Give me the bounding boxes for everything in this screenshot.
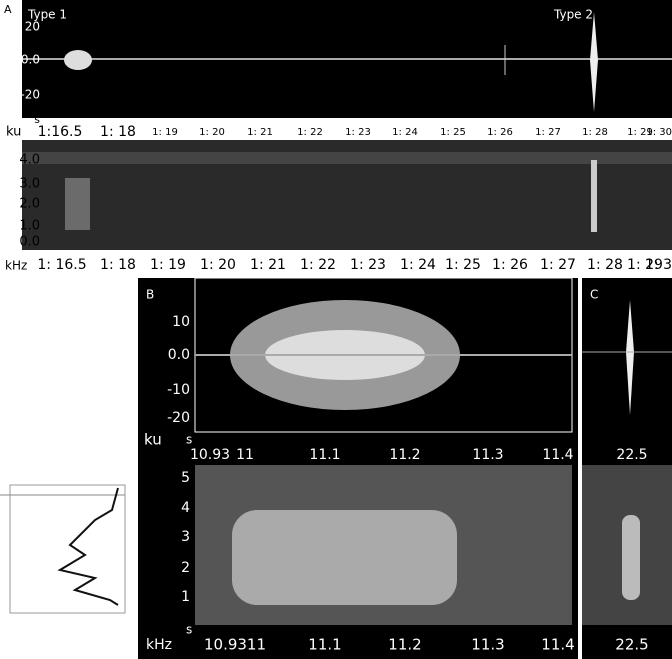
- label: 1: 27: [535, 127, 561, 138]
- label: 1: 21: [247, 127, 273, 138]
- label: 11: [236, 447, 254, 463]
- label: 1: 23: [345, 127, 371, 138]
- label: 0.0: [168, 347, 190, 363]
- label: 1: 28: [582, 127, 608, 138]
- label: 1: 23: [350, 257, 386, 273]
- type2-pulse: [626, 300, 634, 415]
- label: 11.2: [388, 636, 421, 654]
- type1-call: [64, 50, 92, 70]
- type2-call: [590, 12, 598, 112]
- label: 1: 3: [645, 257, 672, 273]
- label: 1: 16.5: [37, 257, 86, 273]
- label: Type 1: [27, 8, 67, 22]
- label: 11.1: [308, 636, 341, 654]
- label: 1: 28: [587, 257, 623, 273]
- label: 1: 19: [150, 257, 186, 273]
- label: 1: 25: [440, 127, 466, 138]
- label: 2: [181, 560, 190, 576]
- type2-spec: [591, 160, 597, 232]
- label: 0.0: [21, 53, 40, 67]
- label: 10: [172, 314, 190, 330]
- label: 1: 18: [100, 124, 136, 140]
- band: [22, 152, 672, 164]
- label: 20: [25, 20, 40, 34]
- label: 11.2: [389, 447, 420, 463]
- label: 1: 20: [199, 127, 225, 138]
- label: 1: [181, 589, 190, 605]
- label: 1: 29: [627, 257, 663, 273]
- label: 10.93: [190, 447, 230, 463]
- label: A: [4, 3, 12, 16]
- label: 4: [181, 500, 190, 516]
- harmonics: [232, 510, 457, 605]
- label: 1: 22: [300, 257, 336, 273]
- label: -20: [167, 410, 190, 426]
- label: 1: 24: [392, 127, 418, 138]
- label: 1: 24: [400, 257, 436, 273]
- label: 1: 30: [646, 127, 672, 138]
- label: 11.1: [309, 447, 340, 463]
- label: 0.0: [19, 235, 40, 250]
- label: 5: [181, 470, 190, 486]
- label: 2.0: [19, 197, 40, 212]
- label: 1: 20: [200, 257, 236, 273]
- label: kHz: [5, 259, 27, 273]
- label: -20: [20, 88, 40, 102]
- label: 10.9311: [204, 636, 266, 654]
- type2-spec: [622, 515, 640, 600]
- label: 1: 26: [492, 257, 528, 273]
- label: B: [146, 288, 154, 302]
- label: 1: 19: [152, 127, 178, 138]
- label: 11.4: [541, 636, 574, 654]
- label: 1: 29: [627, 127, 653, 138]
- label: 1: 21: [250, 257, 286, 273]
- label: Type 2: [553, 8, 593, 22]
- label: C: [590, 288, 598, 302]
- label: 1: 18: [100, 257, 136, 273]
- inset-curve: [57, 487, 119, 606]
- label: 4.0: [19, 153, 40, 168]
- label: 11.3: [471, 636, 504, 654]
- label: 3.0: [19, 177, 40, 192]
- label: s: [186, 623, 192, 637]
- label: s: [186, 433, 192, 447]
- label: kHz: [146, 637, 172, 653]
- label: 22.5: [616, 447, 647, 463]
- label: s: [34, 113, 40, 126]
- label: ku: [6, 125, 21, 140]
- label: 1: 22: [297, 127, 323, 138]
- label: 1: 25: [445, 257, 481, 273]
- label: 22.5: [615, 636, 648, 654]
- label: -10: [167, 382, 190, 398]
- label: 1.0: [19, 219, 40, 234]
- label: 1: 27: [540, 257, 576, 273]
- label: ku: [144, 431, 162, 449]
- label: 11.3: [472, 447, 503, 463]
- label: 1: 26: [487, 127, 513, 138]
- type1-spec: [65, 178, 90, 230]
- inset: [9, 484, 126, 614]
- label: 3: [181, 529, 190, 545]
- divider: [578, 278, 582, 659]
- label: 11.4: [542, 447, 573, 463]
- label: 1:16.5: [38, 124, 83, 140]
